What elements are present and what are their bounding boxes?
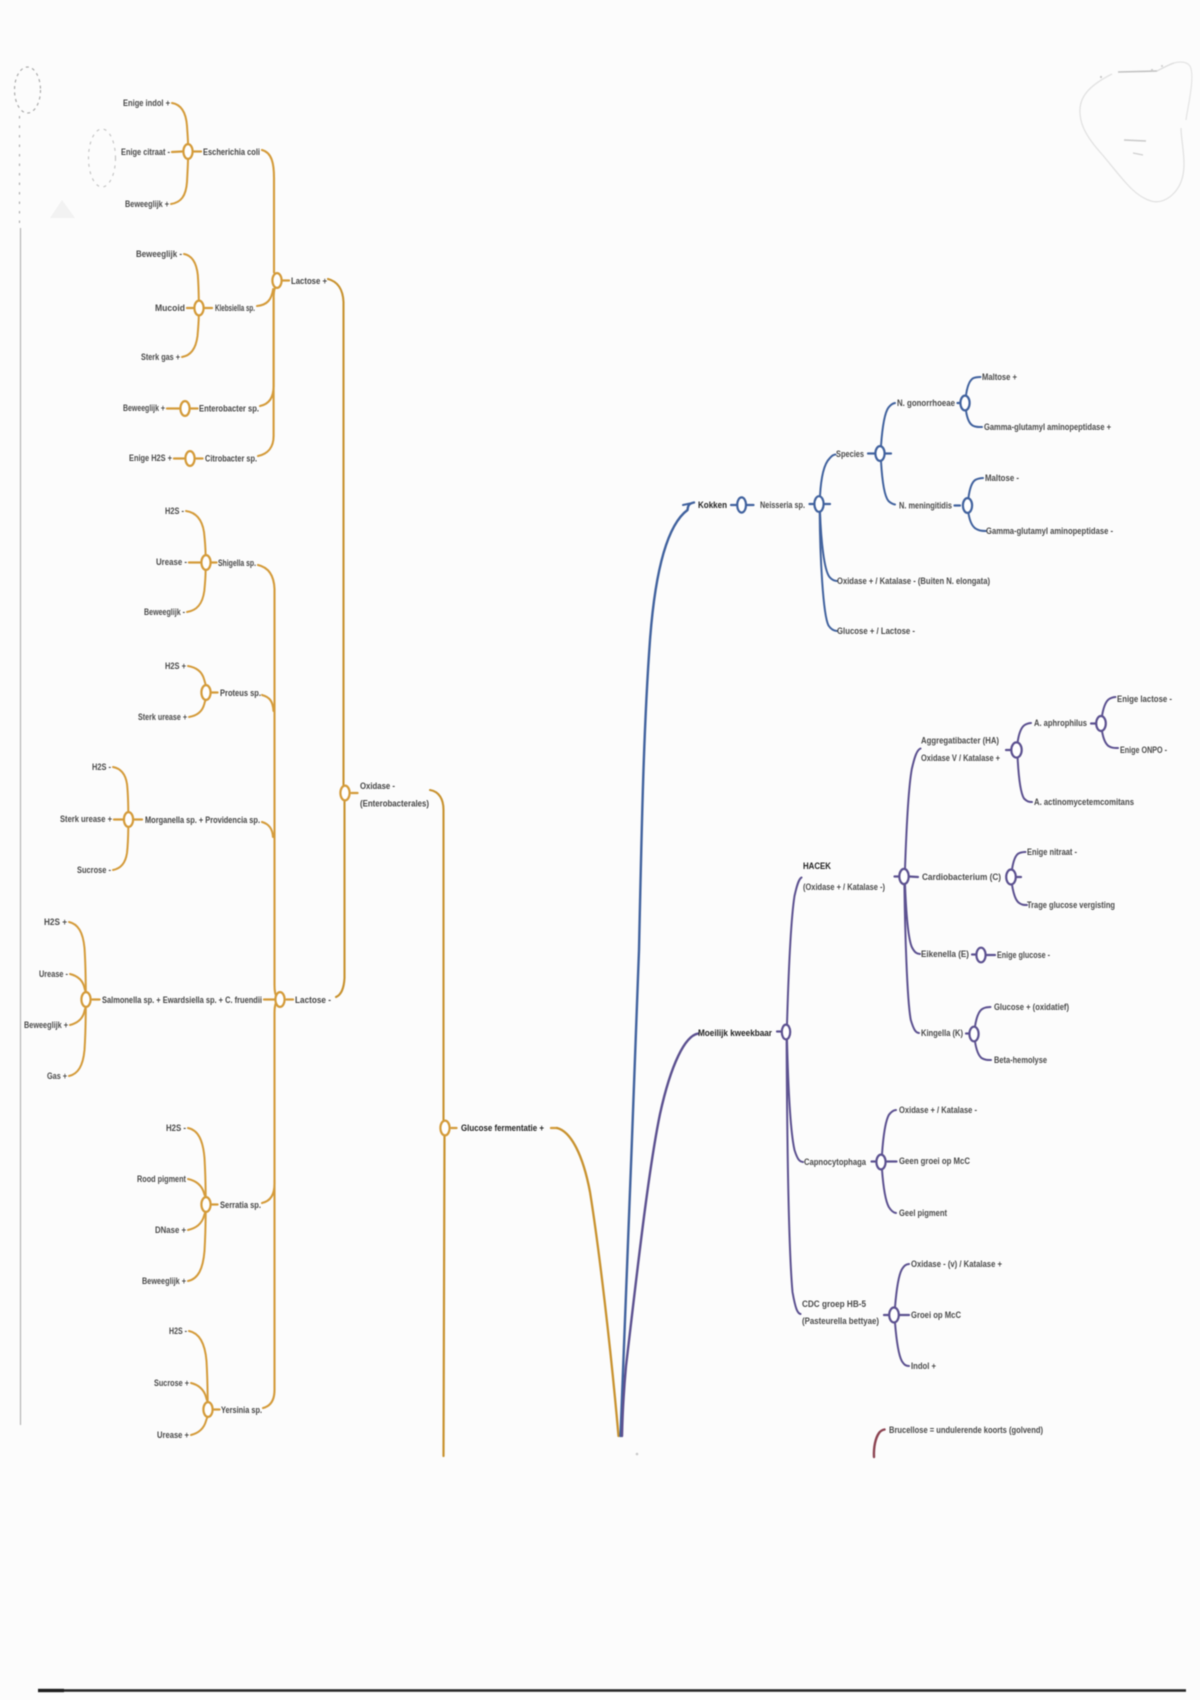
svg-text:Gamma-glutamyl aminopeptidase: Gamma-glutamyl aminopeptidase - [986,526,1113,536]
svg-text:Kingella (K): Kingella (K) [921,1028,963,1038]
svg-text:Morganella sp. + Providencia s: Morganella sp. + Providencia sp. [145,815,260,825]
svg-text:Eikenella (E): Eikenella (E) [921,949,969,959]
svg-text:Glucose fermentatie +: Glucose fermentatie + [461,1123,544,1133]
svg-text:Beta-hemolyse: Beta-hemolyse [994,1055,1047,1065]
svg-text:H2S -: H2S - [166,1123,186,1133]
svg-text:N. meningitidis: N. meningitidis [899,501,952,511]
svg-text:Groei op McC: Groei op McC [911,1310,962,1320]
svg-text:Oxidase -: Oxidase - [360,781,395,791]
svg-text:Maltose -: Maltose - [985,473,1019,483]
svg-text:Oxidase + / Katalase -: Oxidase + / Katalase - [899,1105,977,1115]
svg-text:Beweeglijk +: Beweeglijk + [125,199,169,209]
svg-text:HACEK: HACEK [803,861,831,871]
svg-text:Indol +: Indol + [911,1361,936,1371]
svg-text:Enige H2S +: Enige H2S + [129,453,172,463]
svg-text:DNase +: DNase + [155,1225,186,1235]
svg-text:Beweeglijk +: Beweeglijk + [123,403,165,413]
svg-text:Lactose +: Lactose + [291,276,327,286]
svg-text:Lactose -: Lactose - [295,995,331,1005]
svg-text:Enige ONPO -: Enige ONPO - [1120,745,1167,755]
svg-text:Mucoid: Mucoid [155,303,185,313]
svg-text:Beweeglijk -: Beweeglijk - [144,607,185,617]
svg-text:H2S +: H2S + [165,661,186,671]
svg-text:Brucellose = undulerende koort: Brucellose = undulerende koorts (golvend… [889,1425,1043,1435]
svg-text:Gas +: Gas + [47,1071,67,1081]
svg-text:Glucose + (oxidatief): Glucose + (oxidatief) [994,1002,1069,1012]
svg-text:Enige nitraat -: Enige nitraat - [1027,847,1077,857]
svg-text:Proteus sp.: Proteus sp. [220,688,261,698]
svg-text:Aggregatibacter (HA): Aggregatibacter (HA) [921,736,999,746]
svg-text:Salmonella sp. + Ewardsiella s: Salmonella sp. + Ewardsiella sp. + C. fr… [102,995,262,1005]
svg-text:Urease -: Urease - [39,969,68,979]
svg-text:Beweeglijk +: Beweeglijk + [24,1020,68,1030]
svg-text:H2S -: H2S - [165,506,184,516]
svg-text:Beweeglijk +: Beweeglijk + [142,1276,186,1286]
svg-text:Sterk gas +: Sterk gas + [141,352,180,362]
svg-text:Sterk urease +: Sterk urease + [60,814,112,824]
svg-text:H2S -: H2S - [92,762,111,772]
svg-text:Sucrose +: Sucrose + [154,1378,189,1388]
svg-text:H2S +: H2S + [44,917,67,927]
svg-text:Species: Species [836,449,864,459]
svg-text:Oxidase + / Katalase - (Buiten: Oxidase + / Katalase - (Buiten N. elonga… [837,576,990,586]
svg-text:Urease -: Urease - [156,557,187,567]
svg-text:H2S -: H2S - [169,1326,187,1336]
svg-text:Moeilijk kweekbaar: Moeilijk kweekbaar [698,1028,772,1038]
svg-text:Capnocytophaga: Capnocytophaga [804,1157,867,1167]
svg-text:Sterk urease +: Sterk urease + [138,712,187,722]
svg-text:Sucrose -: Sucrose - [77,865,111,875]
svg-text:(Enterobacterales): (Enterobacterales) [360,799,429,809]
svg-text:Enige indol +: Enige indol + [123,98,170,108]
svg-text:Kokken: Kokken [698,500,727,510]
svg-text:N. gonorrhoeae: N. gonorrhoeae [897,398,955,408]
svg-text:Geen groei op McC: Geen groei op McC [899,1156,971,1166]
svg-text:Oxidase - (v) / Katalase +: Oxidase - (v) / Katalase + [911,1259,1002,1269]
svg-text:Yersinia sp.: Yersinia sp. [221,1405,262,1415]
svg-text:Enterobacter sp.: Enterobacter sp. [199,404,259,414]
svg-text:(Pasteurella bettyae): (Pasteurella bettyae) [802,1316,879,1326]
svg-text:Geel pigment: Geel pigment [899,1208,947,1218]
svg-text:Oxidase V / Katalase +: Oxidase V / Katalase + [921,753,1000,763]
svg-text:A. aphrophilus: A. aphrophilus [1034,718,1087,728]
svg-text:Beweeglijk -: Beweeglijk - [136,249,182,259]
svg-text:Escherichia coli: Escherichia coli [203,147,260,157]
svg-text:Enige citraat -: Enige citraat - [121,147,170,157]
svg-text:Rood pigment: Rood pigment [137,1174,186,1184]
svg-text:Urease +: Urease + [157,1430,189,1440]
svg-text:Gamma-glutamyl aminopeptidase: Gamma-glutamyl aminopeptidase + [984,422,1111,432]
svg-text:Trage glucose vergisting: Trage glucose vergisting [1027,900,1115,910]
svg-text:Shigella sp.: Shigella sp. [218,558,256,568]
svg-text:A. actinomycetemcomitans: A. actinomycetemcomitans [1034,797,1134,807]
svg-text:Enige lactose -: Enige lactose - [1117,694,1172,704]
svg-text:Serratia sp.: Serratia sp. [220,1200,261,1210]
svg-text:Glucose + / Lactose -: Glucose + / Lactose - [837,626,915,636]
svg-text:Klebsiella sp.: Klebsiella sp. [215,303,255,313]
svg-text:Cardiobacterium (C): Cardiobacterium (C) [922,872,1001,882]
svg-text:(Oxidase + / Katalase -): (Oxidase + / Katalase -) [803,882,885,892]
svg-text:Citrobacter sp.: Citrobacter sp. [205,454,257,464]
svg-text:Maltose +: Maltose + [982,372,1017,382]
svg-text:CDC groep HB-5: CDC groep HB-5 [802,1299,866,1309]
svg-text:Neisseria sp.: Neisseria sp. [760,500,805,510]
svg-text:Enige glucose -: Enige glucose - [997,950,1050,960]
